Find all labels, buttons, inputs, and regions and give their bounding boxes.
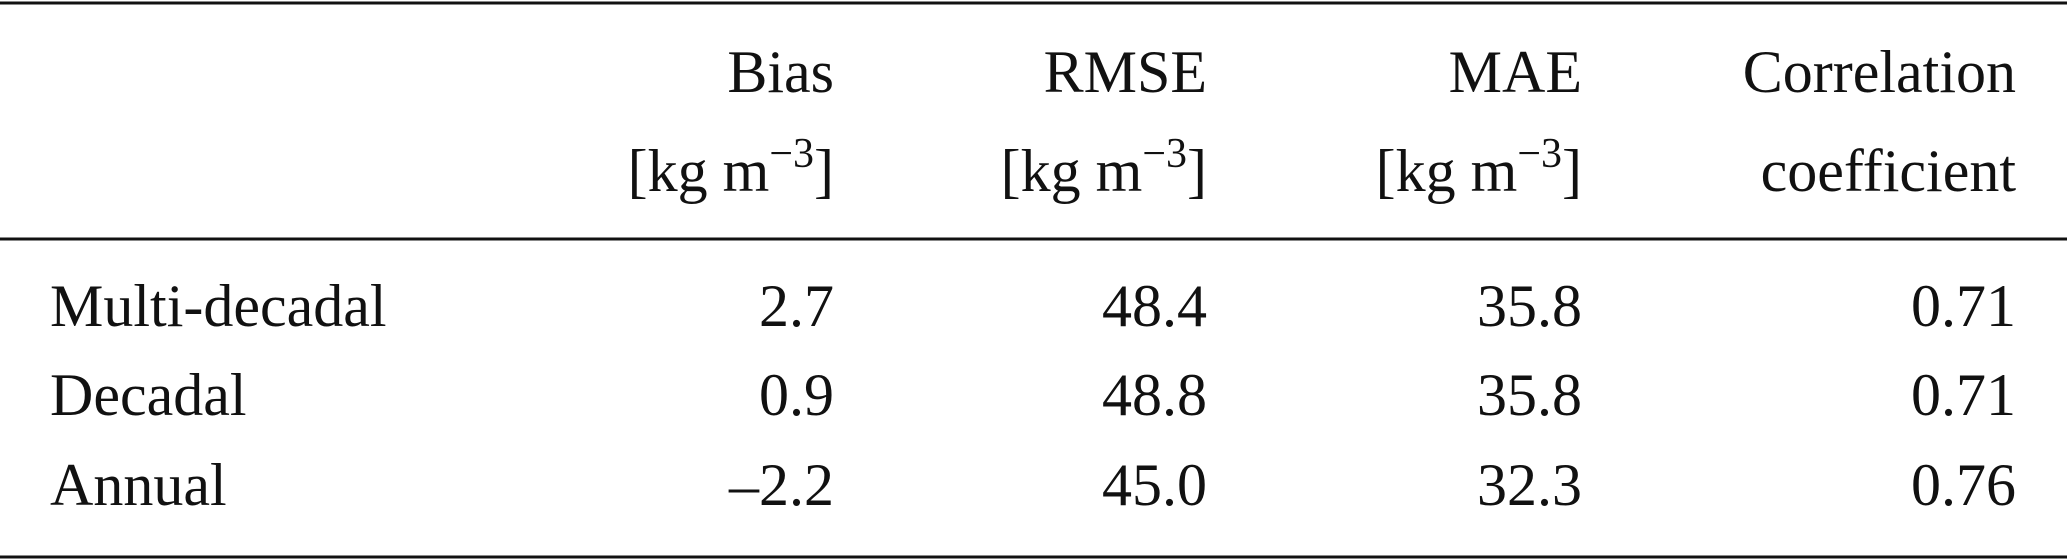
column-header: MAE [1449, 39, 1582, 105]
unit-part: [kg m [1001, 138, 1143, 204]
row-label: Annual [50, 452, 227, 518]
cell-value: 45.0 [1102, 452, 1207, 518]
cell-value: 35.8 [1477, 273, 1582, 339]
cell-value: 0.71 [1911, 273, 2016, 339]
unit-exponent: −3 [1517, 131, 1562, 177]
cell-value: 35.8 [1477, 362, 1582, 428]
column-unit: [kg m−3] [1376, 131, 1582, 204]
unit-part: [kg m [628, 138, 770, 204]
row-label: Multi-decadal [50, 273, 387, 339]
cell-value: 32.3 [1477, 452, 1582, 518]
column-unit: [kg m−3] [628, 131, 834, 204]
row-label: Decadal [50, 362, 247, 428]
cell-value: 0.76 [1911, 452, 2016, 518]
unit-part: ] [814, 138, 834, 204]
unit-part: ] [1187, 138, 1207, 204]
column-header: Correlation [1743, 39, 2016, 105]
column-unit: [kg m−3] [1001, 131, 1207, 204]
cell-value: 48.4 [1102, 273, 1207, 339]
cell-value: 2.7 [759, 273, 834, 339]
unit-part: ] [1562, 138, 1582, 204]
cell-value: 0.71 [1911, 362, 2016, 428]
unit-exponent: −3 [1142, 131, 1187, 177]
column-header: Bias [727, 39, 834, 105]
column-header: RMSE [1044, 39, 1207, 105]
cell-value: –2.2 [728, 452, 834, 518]
unit-exponent: −3 [769, 131, 814, 177]
unit-part: [kg m [1376, 138, 1518, 204]
column-unit: coefficient [1761, 138, 2017, 204]
cell-value: 48.8 [1102, 362, 1207, 428]
cell-value: 0.9 [759, 362, 834, 428]
unit-part: coefficient [1761, 138, 2017, 204]
